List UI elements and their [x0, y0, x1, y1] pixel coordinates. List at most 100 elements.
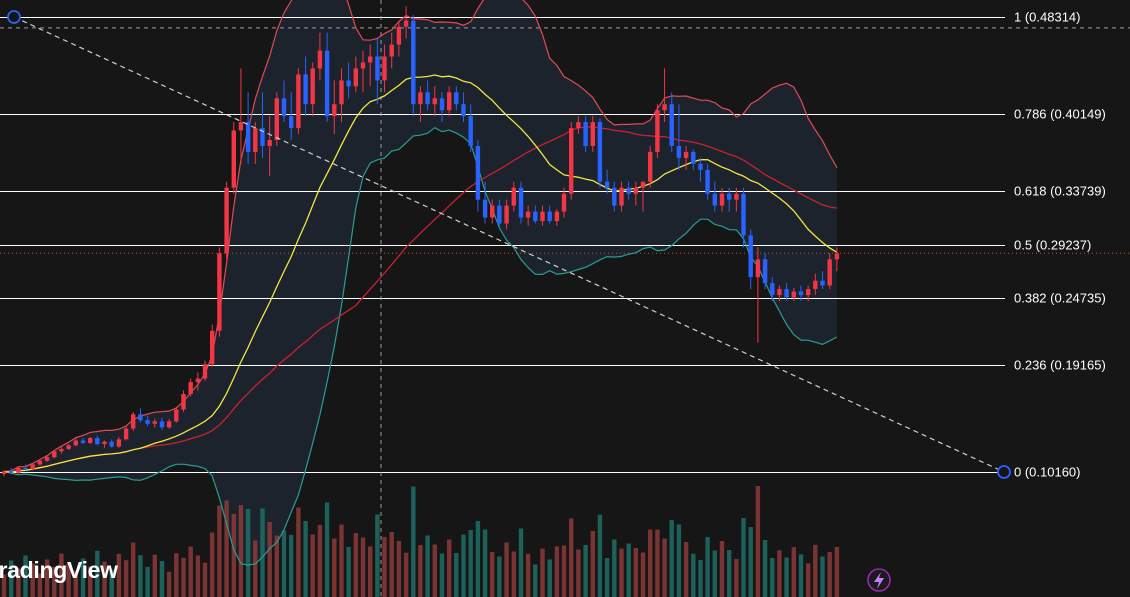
fib-level-label: 0.5 (0.29237) [1014, 238, 1091, 253]
volume-bar [569, 518, 574, 597]
volume-bar [317, 525, 323, 597]
candle-body [16, 467, 21, 473]
candle-body [791, 291, 796, 298]
candle-body [540, 211, 545, 222]
volume-bar [289, 535, 294, 597]
volume-bar [798, 554, 804, 597]
candle-body [554, 211, 560, 222]
volume-bar [432, 544, 437, 597]
candle-body [719, 193, 725, 206]
volume-bar [439, 553, 445, 597]
volume-bar [353, 533, 358, 597]
volume-bar [267, 522, 272, 597]
fib-level-label: 0.786 (0.40149) [1014, 107, 1106, 122]
candle-body [755, 259, 761, 278]
candle-body [518, 187, 524, 218]
volume-bar [37, 573, 43, 597]
candle-body [461, 104, 466, 117]
candle-body [238, 122, 244, 131]
candle-body [806, 289, 811, 296]
volume-bar [138, 555, 143, 597]
lightning-icon[interactable] [867, 568, 891, 592]
candle-body [66, 445, 71, 449]
volume-bar [375, 514, 380, 597]
fib-level-label: 0.382 (0.24735) [1014, 291, 1106, 306]
volume-bar [827, 552, 832, 597]
fib-anchor-end-handle[interactable] [997, 465, 1011, 479]
volume-bar [576, 549, 581, 597]
volume-bar [777, 550, 782, 597]
volume-bar [490, 552, 495, 597]
candle-body [676, 146, 682, 158]
fib-anchor-start-handle[interactable] [7, 10, 21, 24]
volume-bar [834, 547, 840, 597]
candle-body [174, 409, 179, 422]
candle-body [267, 140, 272, 146]
candle-body [88, 438, 93, 443]
volume-bar [102, 561, 107, 597]
candle-body [475, 146, 481, 200]
volume-bar [159, 561, 165, 597]
volume-bar [504, 542, 509, 597]
volume-bar [820, 556, 825, 597]
volume-bar [332, 538, 337, 597]
volume-bar [360, 537, 366, 597]
volume-bar [669, 520, 674, 597]
volume-bars [1, 486, 840, 597]
volume-bar [648, 529, 653, 597]
candle-body [260, 128, 265, 146]
candle-body [820, 280, 825, 286]
volume-bar [368, 546, 373, 597]
volume-bar [762, 540, 768, 597]
candle-body [662, 104, 667, 111]
volume-bar [52, 566, 57, 597]
tradingview-watermark: TradingView [0, 557, 118, 583]
bollinger-lower-band [3, 126, 838, 566]
candle-body [777, 289, 782, 296]
candle-body [770, 283, 775, 295]
candle-body [425, 92, 430, 105]
candle-body [827, 259, 832, 286]
volume-bar [210, 532, 215, 597]
volume-bar [9, 560, 14, 597]
volume-bar [540, 548, 545, 597]
volume-bar [497, 556, 502, 597]
volume-bar [612, 539, 617, 597]
volume-bar [770, 558, 775, 597]
candle-body [44, 457, 50, 461]
candle-body [317, 50, 323, 69]
candle-body [762, 259, 768, 284]
candle-body [281, 98, 287, 117]
candle-body [683, 151, 689, 158]
candle-body [490, 205, 495, 218]
candle-body [597, 122, 603, 182]
candle-body [705, 169, 710, 194]
candle-body [231, 130, 236, 188]
volume-bar [604, 558, 610, 597]
candle-body [80, 440, 86, 443]
fib-trend-line[interactable] [13, 16, 1005, 473]
volume-bar [454, 553, 459, 597]
volume-bar [411, 486, 416, 597]
volume-bar [281, 530, 287, 597]
candle-body [52, 451, 57, 458]
candle-body [131, 414, 136, 429]
volume-bar [525, 553, 531, 597]
candle-body [813, 280, 818, 289]
candle-body [403, 20, 409, 27]
candle-body [152, 421, 157, 424]
candle-body [669, 104, 674, 146]
candle-body [123, 428, 129, 440]
candle-body [533, 211, 538, 222]
candle-body [727, 193, 732, 200]
candle-body [23, 467, 28, 470]
volume-bar [181, 557, 186, 597]
volume-bar [727, 550, 732, 597]
candle-body [447, 92, 452, 111]
volume-bar [123, 560, 129, 597]
fibonacci-levels: 1 (0.48314) 0.786 (0.40149) 0.618 (0.33739… [0, 10, 1106, 480]
candle-body [576, 122, 581, 129]
candle-body [289, 116, 294, 128]
candle-body [353, 68, 358, 87]
